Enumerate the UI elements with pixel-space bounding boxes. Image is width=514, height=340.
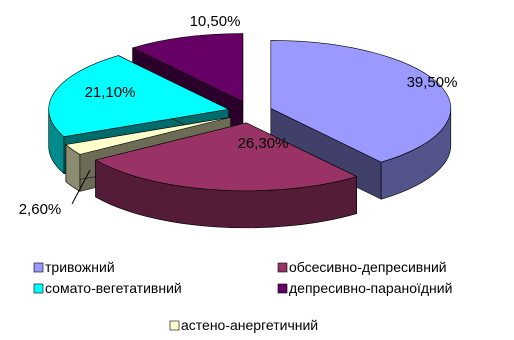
data-label-obsesyvno-depresyvnyi: 26,30% (238, 135, 289, 152)
legend: тривожний обсесивно-депресивний сомато-в… (33, 259, 452, 333)
legend-label-trivozhnyi: тривожний (45, 259, 115, 275)
legend-swatch-obsesyvno-depresyvnyi (277, 262, 288, 273)
legend-entry-somato-vehetatyvnyi: сомато-вегетативний (33, 280, 182, 296)
pie-slice-depresyvno-paranoidnyi (132, 33, 244, 102)
legend-swatch-somato-vehetatyvnyi (33, 283, 44, 294)
pie-slice-asteno-anerhetychnyi (65, 116, 231, 155)
data-label-somato-vehetatyvnyi: 21,10% (85, 84, 136, 101)
legend-swatch-asteno-anerhetychnyi (169, 320, 180, 331)
pie-slice-trivozhnyi (270, 40, 452, 163)
legend-label-depresyvno-paranoidnyi: депресивно-параноїдний (289, 280, 452, 296)
legend-label-obsesyvno-depresyvnyi: обсесивно-депресивний (289, 259, 447, 275)
legend-swatch-trivozhnyi (33, 262, 44, 273)
legend-entry-asteno-anerhetychnyi: астено-анергетичний (169, 317, 318, 333)
legend-entry-obsesyvno-depresyvnyi: обсесивно-депресивний (277, 259, 447, 275)
legend-entry-depresyvno-paranoidnyi: депресивно-параноїдний (277, 280, 452, 296)
pie-slice-obsesyvno-depresyvnyi (95, 122, 357, 192)
data-label-trivozhnyi: 39,50% (407, 74, 458, 91)
legend-label-somato-vehetatyvnyi: сомато-вегетативний (45, 280, 182, 296)
legend-swatch-depresyvno-paranoidnyi (277, 283, 288, 294)
data-label-asteno-anerhetychnyi: 2,60% (19, 201, 62, 218)
data-label-depresyvno-paranoidnyi: 10,50% (190, 13, 241, 30)
leader-line-asteno (71, 169, 91, 205)
pie-slice-somato-vehetatyvnyi (48, 55, 229, 137)
legend-entry-trivozhnyi: тривожний (33, 259, 115, 275)
legend-label-asteno-anerhetychnyi: астено-анергетичний (181, 317, 318, 333)
pie-slices (48, 33, 452, 229)
data-labels: 39,50% 26,30% 2,60% 21,10% 10,50% (19, 13, 458, 218)
